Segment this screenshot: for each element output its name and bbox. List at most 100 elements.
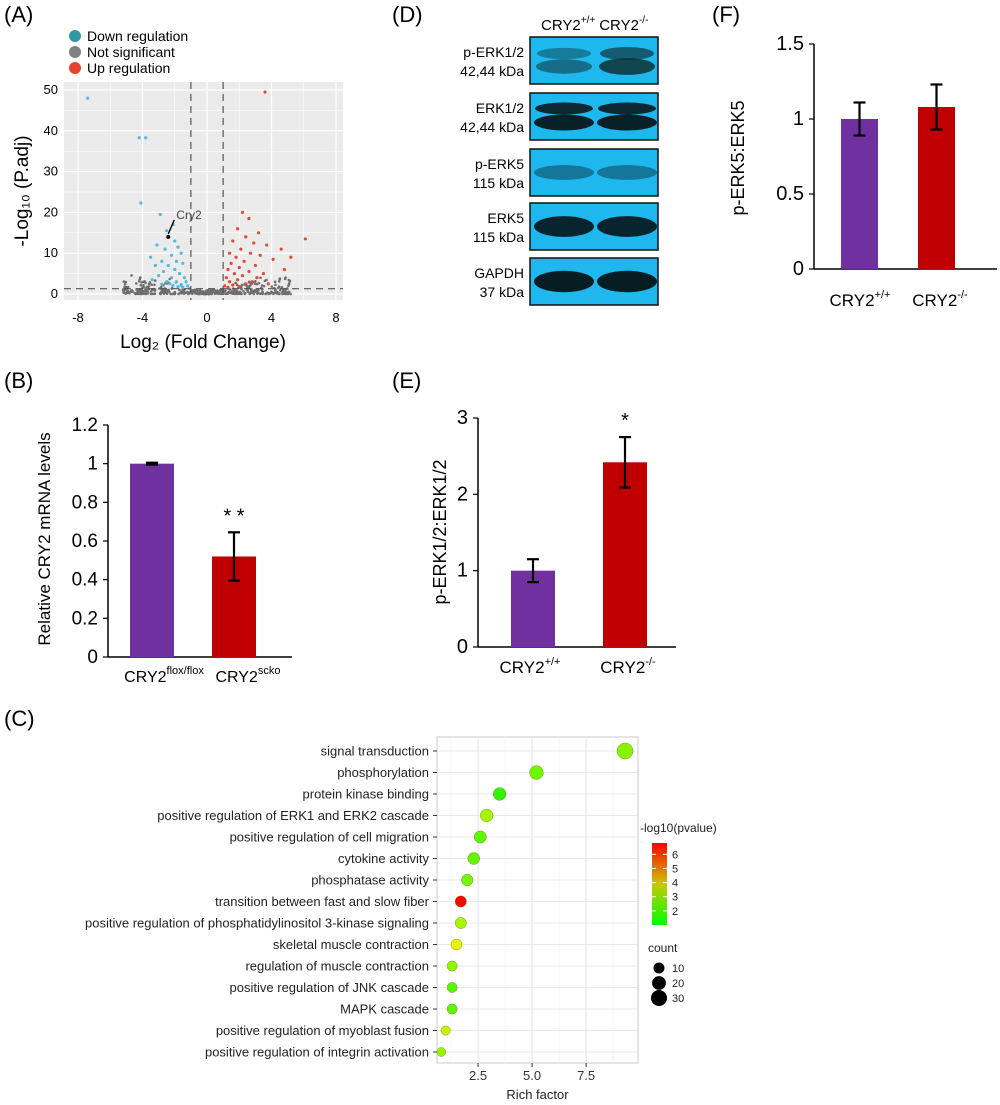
volcano-point-not-significant xyxy=(159,291,163,295)
volcano-point-not-significant xyxy=(228,288,232,291)
volcano-point-not-significant xyxy=(139,276,142,279)
bar-y-tick-label: 0 xyxy=(87,647,98,668)
volcano-point-not-significant xyxy=(194,291,198,295)
volcano-point-down xyxy=(184,280,188,284)
volcano-point-up xyxy=(263,90,267,94)
volcano-point-not-significant xyxy=(274,283,277,287)
volcano-point-up xyxy=(226,285,230,290)
volcano-point-down xyxy=(157,274,161,278)
blot-row-protein: p-ERK5 xyxy=(475,156,524,172)
volcano-legend-swatch xyxy=(69,62,81,74)
panel-label-e: (E) xyxy=(392,368,422,393)
volcano-point-up xyxy=(265,243,269,247)
volcano-point-not-significant xyxy=(220,290,224,294)
volcano-point-not-significant xyxy=(242,289,245,293)
volcano-x-tick-label: -4 xyxy=(137,310,149,325)
volcano-y-tick-label: 10 xyxy=(44,245,58,260)
volcano-point-down xyxy=(165,229,169,233)
volcano-point-not-significant xyxy=(278,278,282,281)
volcano-point-not-significant xyxy=(224,289,227,292)
volcano-point-not-significant xyxy=(150,283,153,286)
volcano-point-not-significant xyxy=(238,290,242,294)
bar-y-tick-label: 0 xyxy=(457,636,468,658)
volcano-point-not-significant xyxy=(278,292,281,296)
volcano-point-up xyxy=(231,239,235,243)
bar-category-label: CRY2scko xyxy=(215,665,280,686)
blot-band xyxy=(599,58,655,75)
volcano-point-not-significant xyxy=(141,292,144,296)
volcano-point-up xyxy=(227,251,232,255)
volcano-y-tick-label: 20 xyxy=(44,204,58,219)
blot-band xyxy=(534,114,594,131)
volcano-point-not-significant xyxy=(141,286,144,289)
volcano-point-down xyxy=(150,278,154,282)
panel-label-b: (B) xyxy=(4,368,34,393)
volcano-point-not-significant xyxy=(287,278,291,282)
volcano-x-tick-label: 8 xyxy=(332,310,339,325)
volcano-point-not-significant xyxy=(202,292,206,295)
blot-band xyxy=(534,216,594,237)
volcano-point-down xyxy=(160,259,164,263)
volcano-point-down xyxy=(174,259,178,263)
volcano-point-not-significant xyxy=(124,280,128,284)
volcano-point-down xyxy=(173,239,177,243)
volcano-point-not-significant xyxy=(130,274,133,277)
blot-header-name: CRY2 xyxy=(541,17,581,34)
volcano-point-not-significant xyxy=(190,291,194,294)
volcano-point-up xyxy=(253,263,257,268)
volcano-point-not-significant xyxy=(243,292,247,296)
volcano-point-down xyxy=(176,285,180,289)
volcano-point-not-significant xyxy=(227,290,231,294)
volcano-point-not-significant xyxy=(273,280,277,284)
volcano-point-down xyxy=(181,285,185,290)
volcano-point-not-significant xyxy=(249,284,252,287)
dotplot-point xyxy=(480,808,494,823)
volcano-point-down xyxy=(144,136,148,140)
volcano-point-not-significant xyxy=(250,291,254,294)
volcano-point-not-significant xyxy=(238,292,241,296)
volcano-point-not-significant xyxy=(247,285,250,289)
bar-y-tick-label: 0.4 xyxy=(72,570,99,591)
bar-y-tick-label: 0.8 xyxy=(72,492,98,513)
dotplot-term-label: positive regulation of cell migration xyxy=(230,830,429,845)
volcano-point-not-significant xyxy=(208,288,212,292)
volcano-point-not-significant xyxy=(125,286,128,289)
volcano-point-not-significant xyxy=(286,292,289,296)
volcano-point-down xyxy=(161,269,166,274)
volcano-point-not-significant xyxy=(144,281,147,285)
bar-y-tick-label: 1.2 xyxy=(72,415,98,436)
bar-category-superscript: +/+ xyxy=(545,656,561,668)
blot-band xyxy=(600,46,654,61)
blot-header-genotype: -/- xyxy=(639,15,648,26)
volcano-point-not-significant xyxy=(159,285,163,289)
volcano-point-not-significant xyxy=(232,291,236,295)
volcano-point-not-significant xyxy=(142,284,145,287)
volcano-point-not-significant xyxy=(186,292,190,296)
bar-category-name: CRY2 xyxy=(124,669,166,686)
volcano-point-not-significant xyxy=(153,289,157,292)
volcano-point-not-significant xyxy=(135,291,139,295)
dotplot-term-label: positive regulation of ERK1 and ERK2 cas… xyxy=(157,808,429,823)
volcano-point-not-significant xyxy=(277,280,281,283)
volcano-point-not-significant xyxy=(234,281,237,285)
volcano-point-not-significant xyxy=(235,283,239,287)
dotplot-term-label: transition between fast and slow fiber xyxy=(215,894,430,909)
volcano-y-tick-label: 40 xyxy=(44,123,58,138)
volcano-x-tick-label: 0 xyxy=(203,310,210,325)
blot-row-protein: p-ERK1/2 xyxy=(463,44,524,60)
volcano-point-not-significant xyxy=(278,288,282,292)
volcano-point-down xyxy=(163,247,167,251)
volcano-point-not-significant xyxy=(234,291,238,295)
dotplot-colorbar-tick-label: 5 xyxy=(672,863,678,875)
volcano-point-not-significant xyxy=(254,280,257,283)
volcano-point-not-significant xyxy=(147,285,151,288)
blot-row-protein: ERK1/2 xyxy=(476,100,524,116)
bar-y-tick-label: 0.2 xyxy=(72,608,98,629)
volcano-point-not-significant xyxy=(283,277,287,281)
dotplot-size-legend-label: 20 xyxy=(672,978,684,990)
volcano-point-up xyxy=(234,255,238,259)
bar-y-axis-title: p-ERK5:ERK5 xyxy=(728,100,748,215)
volcano-point-not-significant xyxy=(199,290,203,294)
bar-category-superscript: -/- xyxy=(645,656,656,668)
